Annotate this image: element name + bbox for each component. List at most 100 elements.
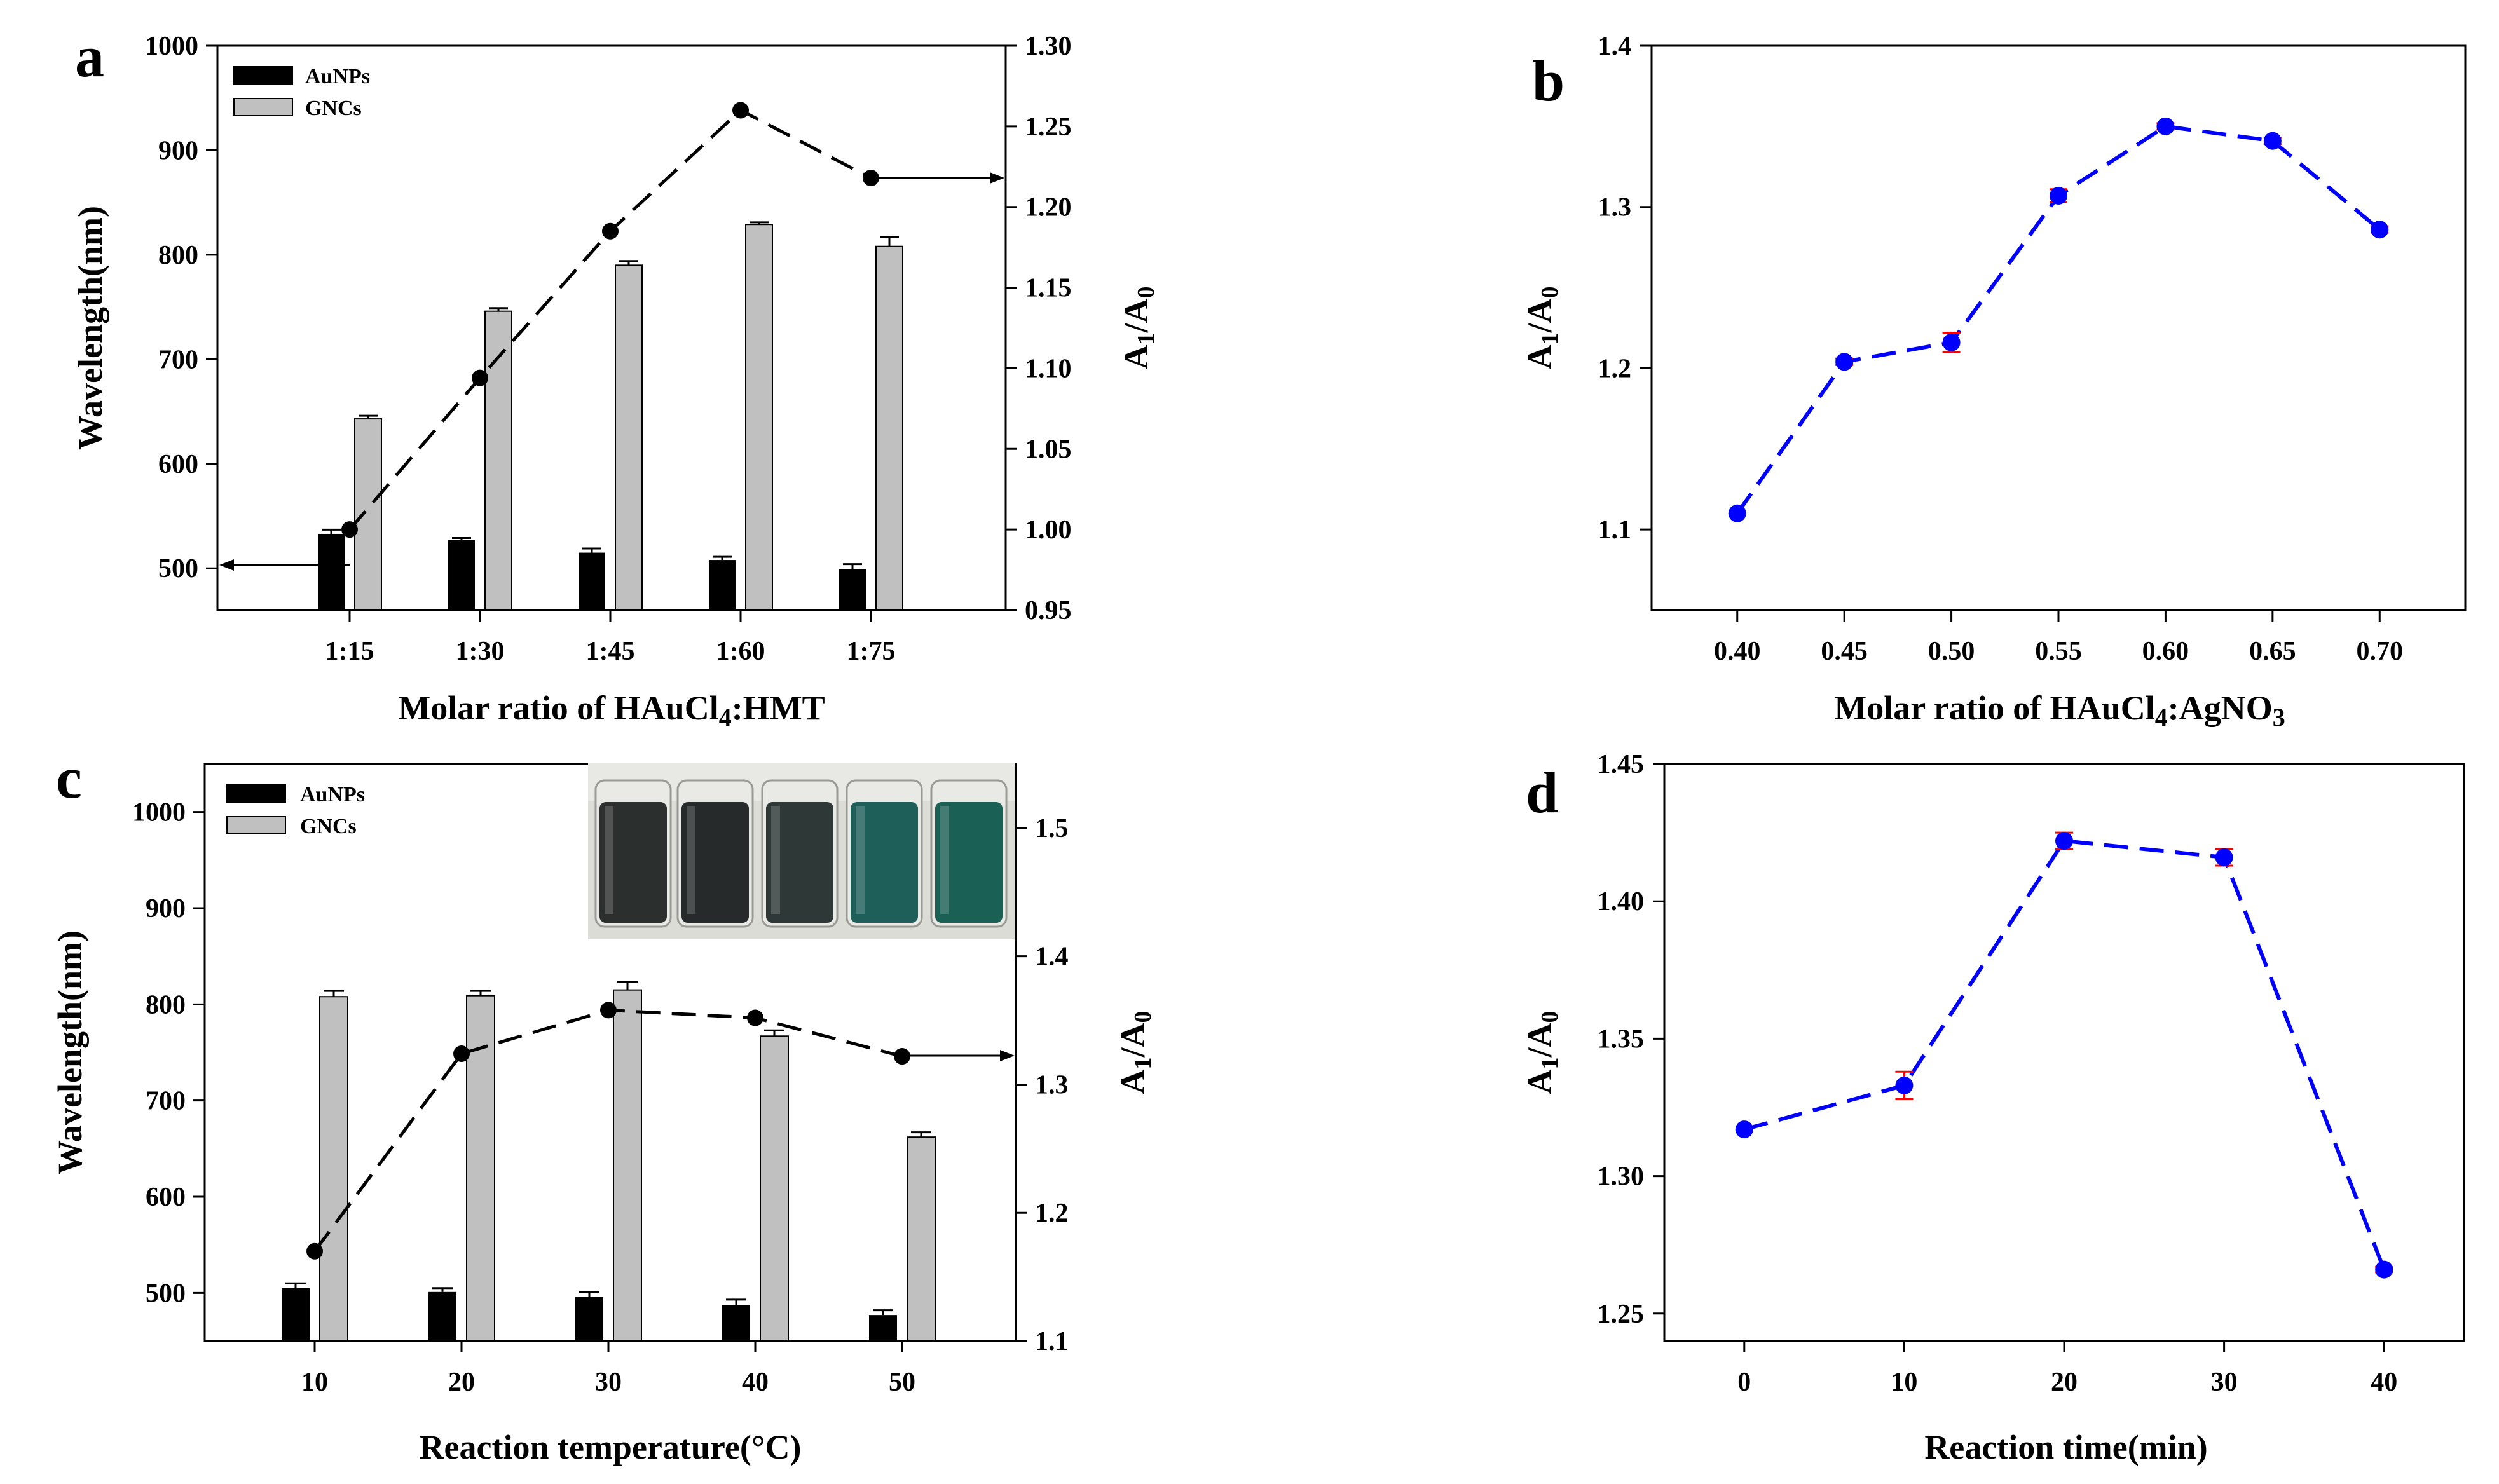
ratio-point [2215,848,2233,867]
ratio-point [600,1002,617,1019]
right-axis-arrow-c [903,1050,1015,1061]
right-axis-a: 0.95 1.00 1.05 1.10 1.15 1.20 1.25 1.30 [1006,32,1072,625]
ratio-point [2371,221,2389,239]
y-tick-label: 1.45 [1598,750,1645,779]
vial-liquid [681,802,749,923]
ratio-line-b [1728,117,2389,522]
right-tick-label: 1.00 [1025,515,1072,545]
x-tick-label: 0 [1737,1368,1751,1397]
left-tick-label: 500 [158,554,198,583]
x-tick-label: 0.40 [1714,637,1761,666]
x-tick-label: 0.70 [2357,637,2404,666]
x-tick-label: 0.65 [2249,637,2296,666]
legend-a: AuNPs GNCs [233,65,370,120]
ratio-line-d [1735,831,2393,1279]
bar-gncs [354,418,382,611]
inset-photo-vials [588,763,1015,939]
left-axis-arrow-a [219,559,350,571]
panel-letter-a: a [75,24,104,89]
ratio-point [453,1045,470,1063]
ratio-point [1895,1076,1914,1094]
ratio-point [2156,117,2175,135]
y-tick-label: 1.2 [1598,354,1632,383]
ratio-line-c [306,1002,910,1260]
right-tick-label: 1.3 [1035,1070,1069,1099]
y-axis-title-a: Wavelength(nm) [71,206,109,450]
left-tick-label: 1000 [132,798,186,827]
vial-highlight [687,806,695,914]
vial-highlight [605,806,613,914]
vial-liquid [599,802,667,923]
left-tick-label: 500 [146,1279,186,1308]
vial-highlight [856,806,865,914]
y-axis-title-d: A1/A0 [1521,1011,1563,1094]
legend-c: AuNPs GNCs [226,783,365,838]
x-axis-a: 1:15 1:30 1:45 1:60 1:75 [325,610,896,666]
right-tick-label: 1.05 [1025,435,1072,464]
bar-gncs [875,245,903,611]
ratio-point [747,1009,763,1026]
bar-aunps [448,540,475,610]
plot-frame-a [216,44,1007,611]
y-axis-d: 1.25 1.30 1.35 1.40 1.45 [1598,750,1664,1329]
legend-swatch-aunps-c [226,784,286,803]
x-tick-label: 30 [595,1368,622,1397]
y-tick-label: 1.30 [1598,1162,1645,1192]
x-tick-label: 0.55 [2035,637,2082,666]
vial-highlight [940,806,949,914]
panel-d: d 1.25 1.30 1.35 1.40 1.45 0 10 20 30 40 A1/A0 R… [1521,750,2465,1466]
bar-aunps [428,1291,456,1341]
bar-aunps [839,569,866,610]
vial-liquid [766,802,833,923]
ratio-point [1942,333,1961,351]
x-tick-label: 1:15 [325,637,374,666]
x-tick-label: 30 [2211,1368,2238,1397]
ratio-point [1735,1120,1753,1139]
right-tick-label: 1.2 [1035,1199,1069,1228]
bar-aunps [869,1315,897,1341]
x-tick-label: 20 [2051,1368,2078,1397]
vial-highlight [771,806,780,914]
bar-aunps [318,533,345,610]
x-tick-label: 1:45 [586,637,635,666]
x-axis-c: 10 20 30 40 50 [301,1341,915,1397]
left-tick-label: 600 [158,450,198,479]
bar-aunps [282,1288,310,1341]
right-axis-c: 1.1 1.2 1.3 1.4 1.5 [1016,814,1069,1356]
x-tick-label: 40 [742,1368,769,1397]
ratio-point [863,170,879,187]
y-tick-label: 1.35 [1598,1025,1645,1054]
vial-liquid [851,802,918,923]
ratio-dashed-line [1744,838,2386,1270]
ratio-point [894,1048,910,1065]
panel-a: a 500 600 700 800 900 1000 0.95 1.00 1.05 1.10 1.… [71,24,1160,732]
x-tick-label: 0.45 [1821,637,1868,666]
y2-axis-title-a: A1/A0 [1117,287,1160,370]
bar-gncs [615,264,643,611]
x-axis-title-c: Reaction temperature(°C) [420,1428,802,1466]
right-tick-label: 1.5 [1035,814,1069,843]
x-axis-title-a: Molar ratio of HAuCl4:HMT [398,689,825,732]
x-tick-label: 1:60 [716,637,765,666]
bar-gncs [760,1035,789,1342]
y-axis-b: 1.1 1.2 1.3 1.4 [1598,32,1652,545]
ratio-point [1835,353,1854,371]
right-axis-arrow-a [872,172,1004,184]
legend-label-gncs-a: GNCs [305,97,362,120]
right-tick-label: 1.25 [1025,112,1072,142]
ratio-point [2263,132,2282,150]
panel-b: b 1.11.21.31.4 0.40 0.45 0.50 0.55 0.60 0.65 0… [1521,32,2467,732]
x-tick-label: 0.50 [1928,637,1975,666]
ratio-point [732,102,749,119]
legend-swatch-gncs-a [233,98,293,116]
left-axis-c: 500 600 700 800 900 1000 [132,798,205,1308]
legend-label-gncs-c: GNCs [300,815,357,838]
bar-gncs [319,996,348,1342]
bars-c [282,981,936,1342]
bar-aunps [709,560,736,610]
right-tick-label: 1.30 [1025,32,1072,61]
legend-swatch-gncs-c [226,816,286,834]
y2-axis-title-c: A1/A0 [1114,1011,1156,1094]
y-axis-title-b: A1/A0 [1521,287,1563,370]
